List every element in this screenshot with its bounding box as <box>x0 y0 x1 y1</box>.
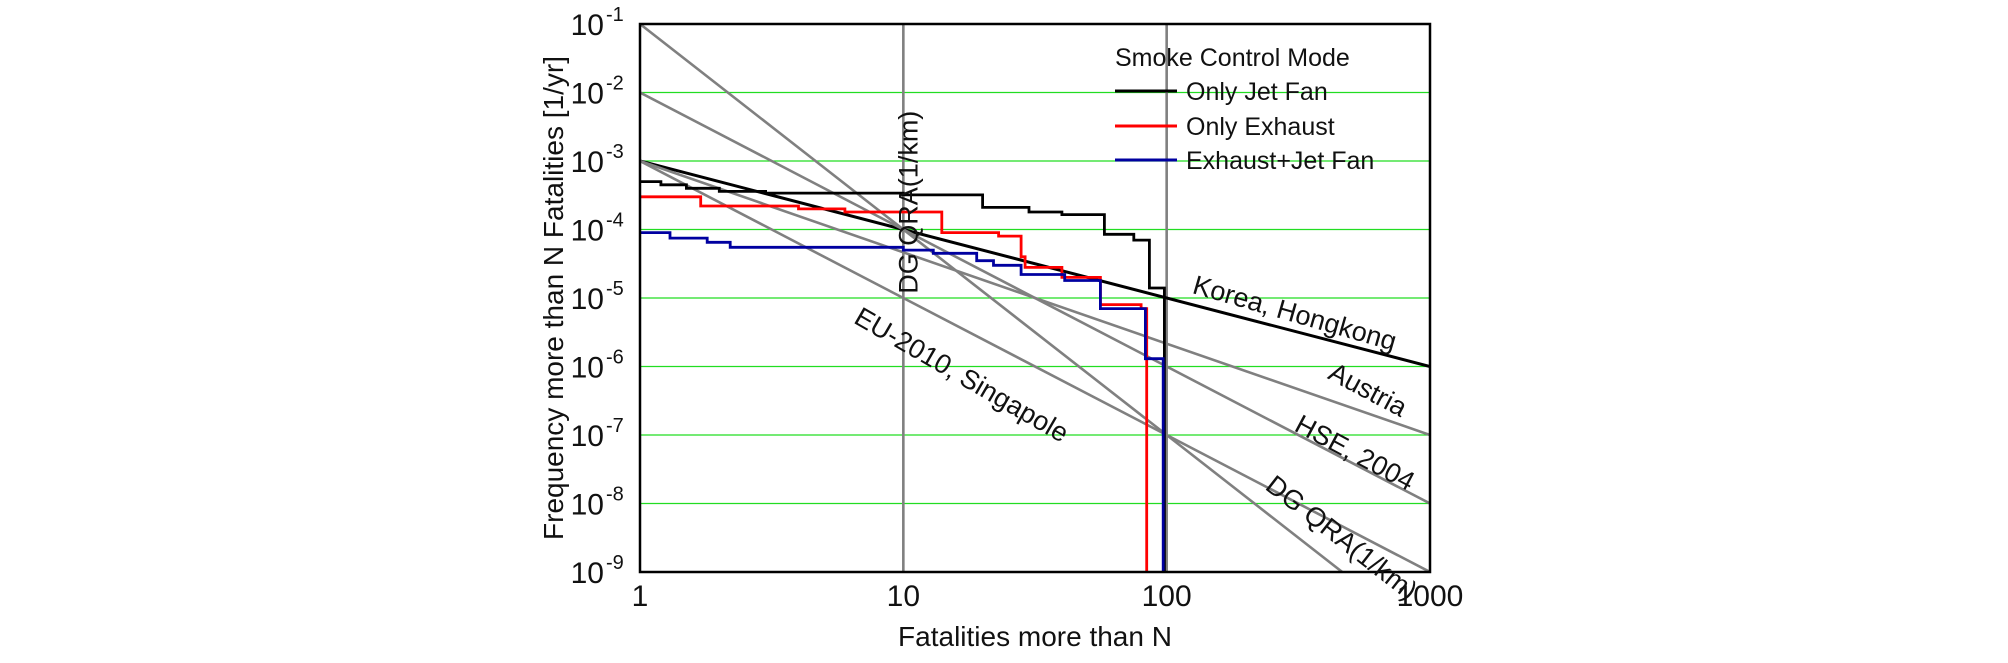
y-tick-label-8: 10 <box>571 9 604 42</box>
legend-label-exhaust-jet-fan: Exhaust+Jet Fan <box>1186 147 1374 175</box>
y-tick-label-1: 10 <box>571 489 604 522</box>
y-tick-exponent-6: -3 <box>606 141 624 163</box>
y-tick-label-5: 10 <box>571 215 604 248</box>
series-lines <box>640 180 1166 572</box>
y-tick-exponent-8: -1 <box>606 4 624 26</box>
axis-ticks: 1 10 100 100010-910-810-710-610-510-410-310… <box>571 4 1464 613</box>
x-tick-label-2: 100 <box>1142 580 1192 613</box>
legend: Smoke Control Mode Only Jet Fan Only Exh… <box>1115 44 1374 175</box>
y-axis-label: Frequency more than N Fatalities [1/yr] <box>538 56 569 540</box>
y-tick-exponent-2: -7 <box>606 415 624 437</box>
x-axis-label: Fatalities more than N <box>898 621 1172 652</box>
y-tick-exponent-3: -6 <box>606 347 624 369</box>
x-tick-label-3: 1000 <box>1397 580 1464 613</box>
x-tick-label-1: 10 <box>887 580 920 613</box>
y-tick-label-0: 10 <box>571 557 604 590</box>
legend-title: Smoke Control Mode <box>1115 44 1350 72</box>
y-tick-exponent-7: -2 <box>606 73 624 95</box>
y-tick-label-7: 10 <box>571 78 604 111</box>
x-tick-label-0: 1 <box>632 580 649 613</box>
legend-label-only-jet-fan: Only Jet Fan <box>1186 78 1328 106</box>
annotation-dg-qra-1-km-5: DG QRA(1/km) <box>893 111 923 294</box>
y-tick-label-3: 10 <box>571 352 604 385</box>
series-line-only-exhaust <box>640 195 1149 572</box>
legend-label-only-exhaust: Only Exhaust <box>1186 113 1335 141</box>
criteria-lines <box>640 24 1430 572</box>
criterion-line-korea-hongkong-0 <box>640 159 1430 368</box>
annotation-eu-2010-singapole-4: EU-2010, Singapole <box>849 301 1073 448</box>
y-tick-label-6: 10 <box>571 146 604 179</box>
plot-frame <box>638 22 1432 574</box>
y-tick-exponent-0: -9 <box>606 552 624 574</box>
y-tick-label-2: 10 <box>571 420 604 453</box>
y-tick-exponent-4: -5 <box>606 278 624 300</box>
y-tick-label-4: 10 <box>571 283 604 316</box>
criterion-line-hse-2004-2 <box>640 91 1430 505</box>
y-tick-exponent-5: -4 <box>606 210 624 232</box>
criterion-line-eu-2010-singapole-4 <box>640 159 1430 572</box>
series-line-only-jet-fan <box>640 180 1166 572</box>
annotation-hse-2004-2: HSE, 2004 <box>1290 409 1419 497</box>
criterion-line-dg-qra-1-km-3 <box>640 24 1345 572</box>
series-line-exhaust-jet-fan <box>640 231 1165 572</box>
y-tick-exponent-1: -8 <box>606 484 624 506</box>
